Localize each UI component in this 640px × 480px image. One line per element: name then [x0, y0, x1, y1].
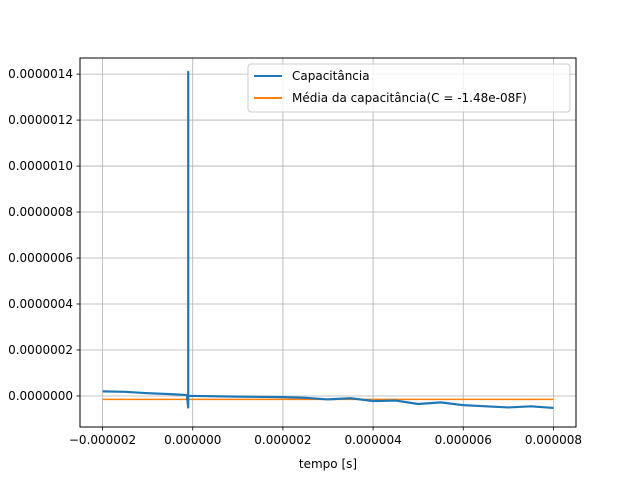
y-tick-label: 0.0000002: [8, 343, 73, 357]
y-tick-label: 0.0000000: [8, 389, 73, 403]
x-tick-label: 0.000000: [164, 433, 221, 447]
y-tick-label: 0.0000004: [8, 297, 73, 311]
series-line-capacitancia: [102, 70, 554, 410]
legend-entry-capacitancia: Capacitância: [292, 69, 370, 83]
x-tick-label: 0.000006: [435, 433, 492, 447]
x-tick-label: 0.000002: [254, 433, 311, 447]
y-tick-label: 0.0000014: [8, 67, 73, 81]
plot-area-frame: [79, 57, 577, 428]
y-tick-label: 0.0000008: [8, 205, 73, 219]
y-tick-label: 0.0000006: [8, 251, 73, 265]
series-layer: [102, 70, 554, 410]
axis-ticks: −0.000002 0.000000 0.000002 0.000004 0.00000…: [8, 67, 582, 447]
x-axis-label: tempo [s]: [299, 457, 357, 471]
x-tick-label: 0.000004: [344, 433, 401, 447]
x-tick-label: −0.000002: [69, 433, 136, 447]
legend-entry-media: Média da capacitância(C = -1.48e-08F): [292, 91, 527, 105]
y-tick-label: 0.0000010: [8, 159, 73, 173]
y-tick-label: 0.0000012: [8, 113, 73, 127]
legend: Capacitância Média da capacitância(C = -…: [247, 63, 571, 113]
legend-box: [247, 63, 571, 113]
x-tick-label: 0.000008: [525, 433, 582, 447]
